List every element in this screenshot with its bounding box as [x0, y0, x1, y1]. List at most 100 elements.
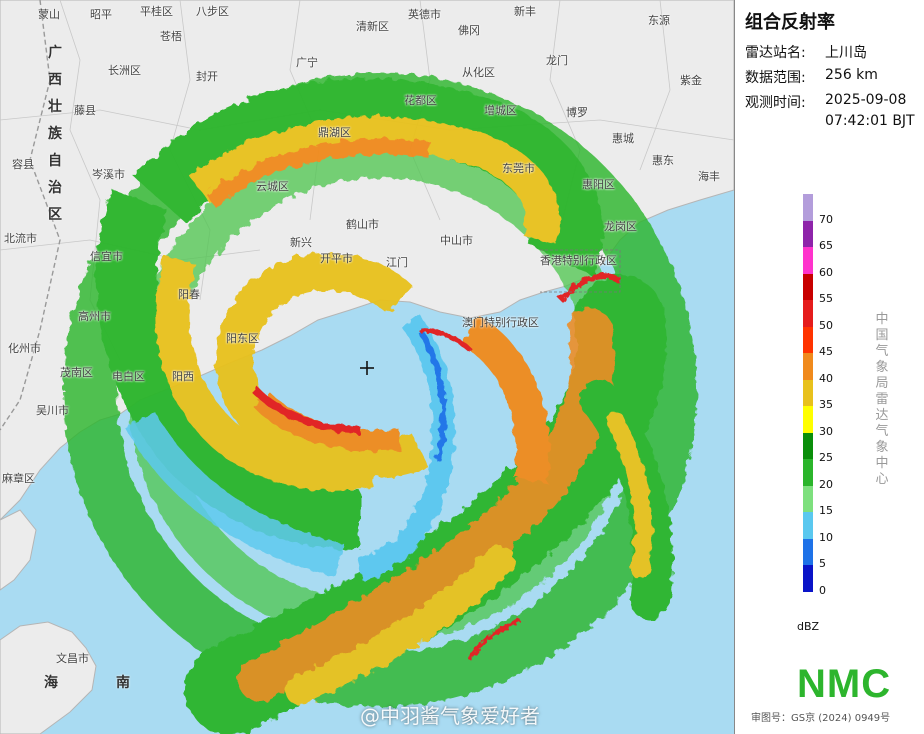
place-label: 北流市: [4, 232, 37, 245]
place-label: 紫金: [680, 74, 702, 87]
land-hainan: [0, 621, 97, 734]
place-label: 阳东区: [226, 332, 259, 345]
nmc-logo: NMC: [797, 662, 892, 706]
place-label: 长洲区: [108, 64, 141, 77]
time-clock: 07:42:01 BJT: [825, 113, 915, 129]
radar-map[interactable]: 蒙山 昭平 平桂区 八步区 清新区 英德市 佛冈 新丰 东源 苍梧 长洲区 封开 从化区 龙门 紫金 藤县 增城…: [0, 0, 734, 734]
legend-swatch-50: [803, 300, 813, 327]
legend-swatch-65: [803, 220, 813, 247]
place-label: 电白区: [112, 370, 145, 383]
time-date: 2025-09-08: [825, 92, 907, 108]
weibo-watermark: @中羽酱气象爱好者: [360, 704, 540, 728]
place-label: 惠东: [652, 154, 674, 167]
station-label: 雷达站名:: [745, 45, 806, 61]
legend-swatch-45: [803, 326, 813, 353]
range-value: 256 km: [825, 67, 878, 83]
legend-swatch-70: [803, 194, 813, 221]
place-label: 开平市: [320, 252, 353, 265]
place-label: 增城区: [484, 104, 517, 117]
place-label: 广宁: [296, 56, 318, 69]
place-label: 吴川市: [36, 404, 69, 417]
place-label: 信宜市: [90, 250, 123, 263]
place-label: 鹤山市: [346, 218, 379, 231]
place-label: 清新区: [356, 20, 389, 33]
place-label: 海丰: [698, 170, 720, 183]
map-approval-number: 审图号：GS京 (2024) 0949号: [751, 713, 891, 724]
place-label: 麻章区: [2, 472, 35, 485]
place-label: 花都区: [404, 94, 437, 107]
place-label: 香港特别行政区: [540, 254, 617, 267]
province-border: [0, 0, 61, 431]
place-label: 澳门特别行政区: [462, 316, 539, 329]
place-label: 高州市: [78, 310, 111, 323]
place-label: 化州市: [8, 342, 41, 355]
issuer-vertical-text: 中 国 气 象 局 雷 达 气 象 中 心: [875, 312, 889, 487]
time-label: 观测时间:: [745, 95, 806, 111]
legend-label-35: 35: [819, 398, 833, 411]
place-label: 从化区: [462, 66, 495, 79]
land-leizhou: [0, 509, 37, 591]
legend-swatch-15: [803, 485, 813, 512]
legend-swatch-20: [803, 459, 813, 486]
legend-swatch-60: [803, 247, 813, 274]
hk-boundary: [540, 249, 621, 293]
place-label: 东莞市: [502, 162, 535, 175]
province-label: 广西壮族自治区: [48, 45, 62, 223]
place-label: 云城区: [256, 180, 289, 193]
place-label: 文昌市: [56, 652, 89, 665]
place-label: 苍梧: [160, 30, 182, 43]
place-label: 昭平: [90, 8, 112, 21]
place-label: 阳西: [172, 370, 194, 383]
legend-panel: 组合反射率 雷达站名: 上川岛 数据范围: 256 km 观测时间: 2025-…: [734, 0, 924, 734]
place-label: 新兴: [290, 236, 312, 249]
place-label: 博罗: [566, 106, 588, 119]
place-label: 封开: [196, 70, 218, 83]
place-label: 中山市: [440, 234, 473, 247]
place-label: 新丰: [514, 5, 536, 18]
place-label: 英德市: [408, 8, 441, 21]
legend-swatch-40: [803, 353, 813, 380]
legend-label-55: 55: [819, 292, 833, 305]
place-label: 茂南区: [60, 366, 93, 379]
dbz-color-scale: [803, 194, 813, 592]
place-label: 容县: [12, 158, 34, 171]
place-label: 平桂区: [140, 5, 173, 18]
place-label: 惠阳区: [582, 178, 615, 191]
legend-swatch-25: [803, 432, 813, 459]
place-label: 蒙山: [38, 8, 60, 21]
place-label: 江门: [386, 256, 408, 269]
place-label: 藤县: [74, 104, 96, 117]
legend-swatch-10: [803, 512, 813, 539]
legend-label-60: 60: [819, 265, 833, 279]
legend-label-10: 10: [819, 530, 833, 544]
station-value: 上川岛: [825, 45, 867, 61]
legend-label-30: 30: [819, 424, 833, 438]
legend-swatch-0: [803, 565, 813, 592]
province-label: 南: [116, 675, 130, 691]
legend-swatch-35: [803, 379, 813, 406]
place-label: 龙门: [546, 54, 568, 67]
legend-swatch-55: [803, 273, 813, 300]
legend-label-50: 50: [819, 318, 833, 332]
legend-label-5: 5: [819, 557, 826, 570]
place-label: 东源: [648, 14, 670, 27]
typhoon-echoes: [63, 73, 697, 734]
legend-swatch-5: [803, 538, 813, 565]
legend-label-70: 70: [819, 212, 833, 226]
place-label: 佛冈: [458, 24, 480, 37]
legend-label-20: 20: [819, 477, 833, 491]
radar-station-marker: [360, 361, 374, 375]
range-label: 数据范围:: [745, 70, 806, 86]
legend-label-65: 65: [819, 239, 833, 252]
place-label: 鼎湖区: [318, 126, 351, 139]
legend-swatch-30: [803, 406, 813, 433]
dbz-unit: dBZ: [797, 620, 820, 633]
legend-label-45: 45: [819, 345, 833, 358]
province-label: 海: [44, 675, 58, 691]
legend-label-0: 0: [819, 583, 826, 597]
place-label: 惠城: [612, 132, 634, 145]
product-title: 组合反射率: [745, 12, 835, 33]
place-label: 岑溪市: [92, 168, 125, 181]
legend-label-15: 15: [819, 504, 833, 517]
